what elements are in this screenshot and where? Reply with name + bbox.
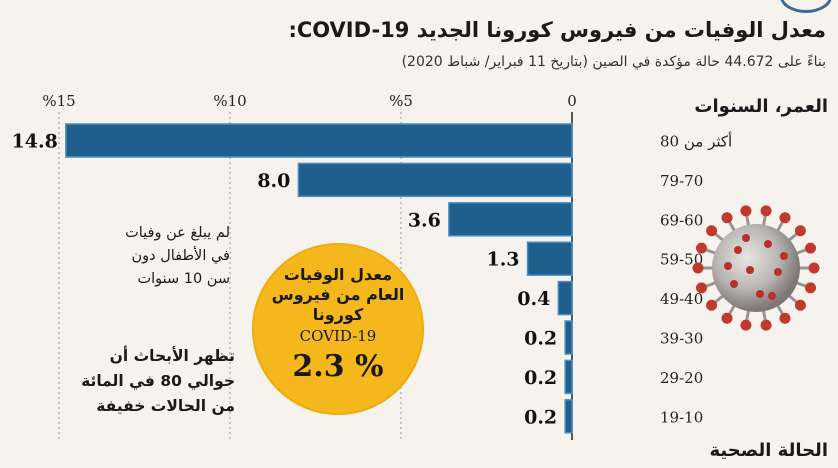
bar <box>564 359 573 395</box>
overall-rate-title: معدل الوفيات العام من فيروس كورونا <box>252 265 424 325</box>
bar-value-label: 1.3 <box>486 249 519 271</box>
bar <box>65 123 573 158</box>
virus-surface-dot <box>774 268 782 276</box>
virus-surface-dot <box>780 252 788 260</box>
category-label: 49-40 <box>660 290 703 308</box>
chart-subtitle: بناءً على 44.672 حالة مؤكدة في الصين (بت… <box>401 54 826 70</box>
bar-value-label: 0.2 <box>524 406 557 428</box>
virus-surface-dot <box>756 290 764 298</box>
bar <box>564 399 573 434</box>
bar-value-label: 0.2 <box>524 328 557 350</box>
bar <box>557 280 573 316</box>
x-tick-label: %10 <box>213 92 246 110</box>
virus-spike-head <box>721 212 733 224</box>
x-tick-label: 0 <box>567 92 577 110</box>
category-label: 69-60 <box>660 211 703 229</box>
virus-spike-head <box>794 299 806 311</box>
bar-value-label: 3.6 <box>408 209 441 231</box>
virus-spike-head <box>760 319 772 331</box>
x-tick-label: %5 <box>389 92 413 110</box>
virus-surface-dot <box>764 240 772 248</box>
overall-rate-badge: معدل الوفيات العام من فيروس كورونا COVID… <box>252 243 424 415</box>
virus-surface-dot <box>768 292 776 300</box>
bar-value-label: 14.8 <box>12 131 58 153</box>
overall-title-line: العام من فيروس <box>271 285 405 304</box>
category-label: 59-50 <box>660 251 703 269</box>
virus-spike-head <box>695 282 707 294</box>
virus-surface-dot <box>724 262 732 270</box>
category-label: أكثر من 80 <box>660 132 732 151</box>
virus-spike-head <box>721 312 733 324</box>
bar-value-label: 0.4 <box>517 288 550 310</box>
virus-spike-head <box>779 312 791 324</box>
children-note-line: لم يبلغ عن وفيات <box>125 225 230 241</box>
bar <box>297 162 573 198</box>
bar <box>526 241 573 276</box>
virus-spike-head <box>740 319 752 331</box>
overall-rate-code: COVID-19 <box>299 327 377 345</box>
virus-spike-head <box>805 242 817 254</box>
virus-spike-head <box>779 212 791 224</box>
bar-value-label: 8.0 <box>257 170 290 192</box>
virus-spike-head <box>808 262 820 274</box>
virus-spike-head <box>794 225 806 237</box>
children-note: لم يبلغ عن وفيات في الأطفال دون سن 10 سن… <box>60 222 230 291</box>
chart-title: معدل الوفيات من فيروس كورونا الجديد COVI… <box>288 18 826 42</box>
virus-spike-head <box>760 205 772 217</box>
mild-cases-note: تظهر الأبحاث أن حوالي 80 في المائة من ال… <box>40 344 235 419</box>
category-label: 19-10 <box>660 408 703 426</box>
overall-title-line: معدل الوفيات <box>283 265 393 284</box>
bar-value-label: 0.2 <box>524 367 557 389</box>
virus-surface-dot <box>742 234 750 242</box>
virus-spike-head <box>706 225 718 237</box>
virus-spike-head <box>695 242 707 254</box>
virus-spike-head <box>740 205 752 217</box>
category-label: 79-70 <box>660 172 703 190</box>
x-tick-label: %15 <box>42 92 75 110</box>
mild-note-line: تظهر الأبحاث أن <box>109 347 235 365</box>
bar <box>564 320 573 355</box>
age-section-label: العمر، السنوات <box>694 96 828 117</box>
health-section-label: الحالة الصحية <box>709 440 828 461</box>
virus-surface-dot <box>734 246 742 254</box>
virus-surface-dot <box>746 266 754 274</box>
mild-note-line: من الحالات خفيفة <box>96 397 235 415</box>
category-label: 29-20 <box>660 369 703 387</box>
bar <box>448 202 573 237</box>
mild-note-line: حوالي 80 في المائة <box>81 372 235 390</box>
virus-spike-head <box>692 262 704 274</box>
virus-icon <box>692 205 820 331</box>
category-label: 39-30 <box>660 330 703 348</box>
virus-spike-head <box>706 299 718 311</box>
overall-rate-value: 2.3 % <box>292 349 384 384</box>
overall-title-line: كورونا <box>312 305 364 324</box>
virus-surface-dot <box>730 280 738 288</box>
children-note-line: في الأطفال دون <box>131 248 230 264</box>
children-note-line: سن 10 سنوات <box>137 271 230 287</box>
virus-spike-head <box>805 282 817 294</box>
